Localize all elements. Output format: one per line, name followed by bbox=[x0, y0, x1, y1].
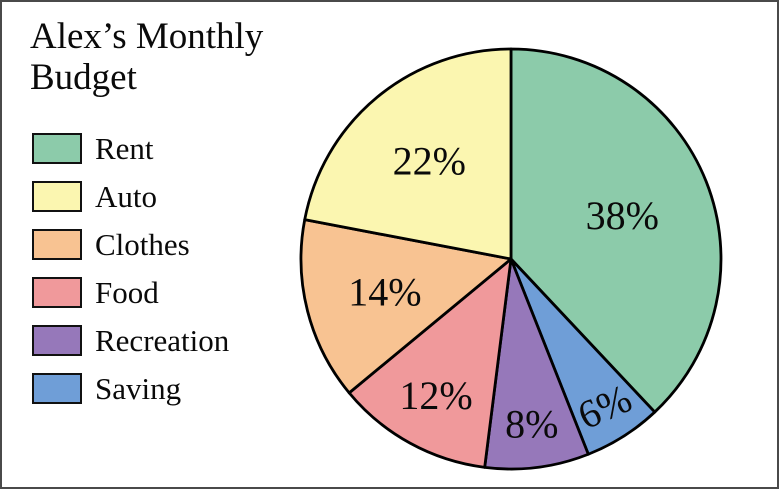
legend-label: Clothes bbox=[95, 226, 190, 262]
pie-label-rent: 38% bbox=[586, 193, 659, 238]
legend-swatch-recreation bbox=[32, 324, 82, 356]
legend-item-saving: Saving bbox=[32, 370, 229, 406]
legend-swatch-auto bbox=[32, 180, 82, 212]
legend-item-auto: Auto bbox=[32, 178, 229, 214]
legend-swatch-food bbox=[32, 276, 82, 308]
legend: Rent Auto Clothes Food Recreation Saving bbox=[32, 130, 230, 421]
pie-label-food: 12% bbox=[399, 373, 472, 418]
pie-label-recreation: 8% bbox=[505, 402, 558, 447]
legend-item-food: Food bbox=[32, 274, 229, 310]
pie-slice-auto bbox=[303, 47, 513, 261]
pie-label-clothes: 14% bbox=[348, 269, 421, 314]
legend-swatch-clothes bbox=[32, 228, 82, 260]
pie-slice-food bbox=[347, 257, 513, 469]
legend-label: Food bbox=[95, 274, 159, 310]
legend-label: Recreation bbox=[95, 322, 230, 358]
legend-label: Saving bbox=[95, 370, 182, 406]
legend-item-recreation: Recreation bbox=[32, 322, 230, 358]
pie-slice-recreation bbox=[483, 257, 590, 471]
pie-slice-rent bbox=[509, 47, 723, 414]
pie-slice-clothes bbox=[299, 218, 513, 395]
chart-title: Alex’s Monthly Budget bbox=[30, 16, 264, 99]
pie-label-auto: 22% bbox=[393, 138, 466, 183]
legend-swatch-rent bbox=[32, 132, 82, 164]
legend-swatch-saving bbox=[32, 372, 82, 404]
legend-label: Auto bbox=[95, 178, 157, 214]
pie-chart-svg: 38%6%8%12%14%22% bbox=[299, 47, 723, 471]
legend-label: Rent bbox=[95, 130, 154, 166]
legend-item-rent: Rent bbox=[32, 130, 229, 166]
legend-item-clothes: Clothes bbox=[32, 226, 229, 262]
